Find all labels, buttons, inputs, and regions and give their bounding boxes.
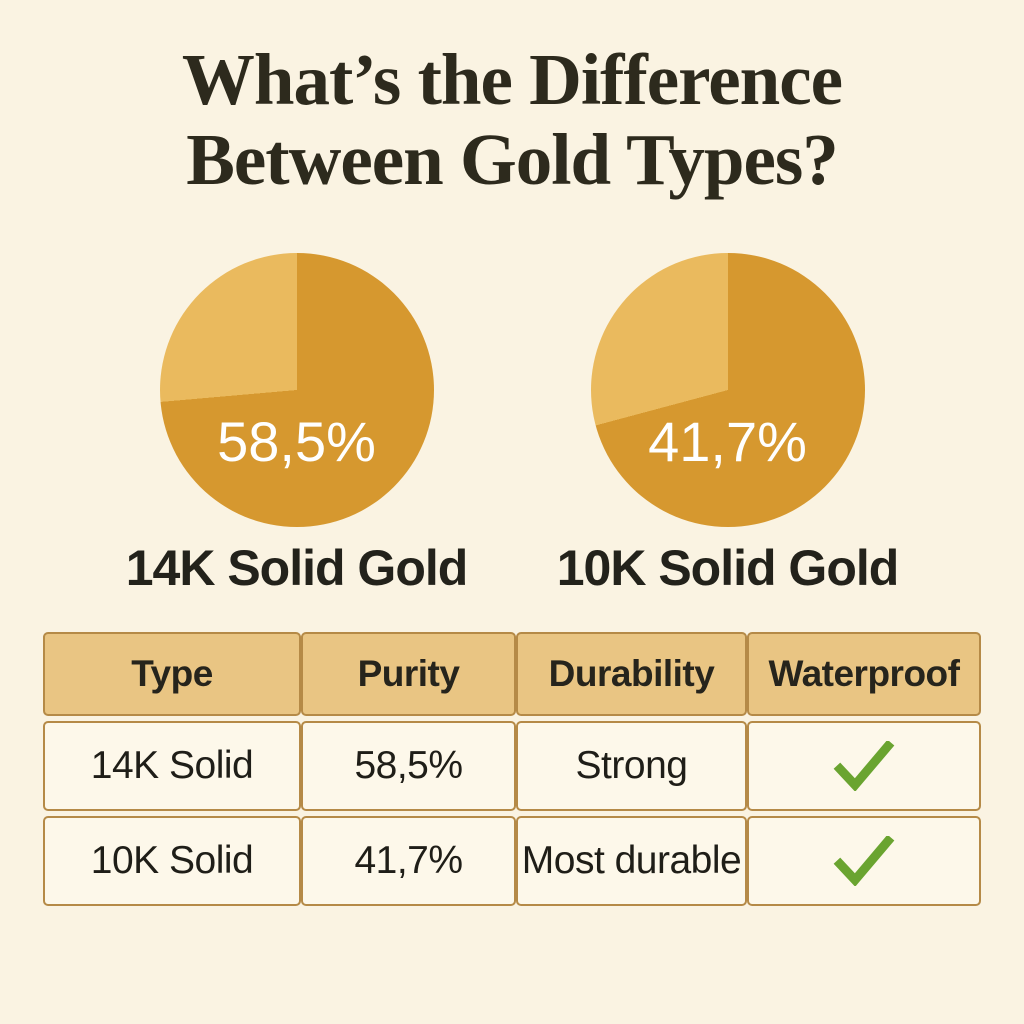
- cell-purity-10k: 41,7%: [301, 815, 516, 906]
- cell-purity-14k: 58,5%: [301, 720, 516, 811]
- cell-type-14k: 14K Solid: [43, 720, 301, 811]
- table-row-14k: 14K Solid 58,5% Strong: [43, 720, 981, 811]
- cell-waterproof-14k: [747, 720, 981, 811]
- header-waterproof: Waterproof: [747, 631, 981, 716]
- page-title: What’s the Difference Between Gold Types…: [0, 0, 1024, 201]
- pie-block-14k: 58,5% 14K Solid Gold: [126, 252, 468, 597]
- checkmark-icon: [833, 740, 895, 791]
- cell-durability-10k: Most durable: [516, 815, 747, 906]
- header-type: Type: [43, 631, 301, 716]
- table-header-row: Type Purity Durability Waterproof: [43, 631, 981, 716]
- pie-value-label-14k: 58,5%: [217, 409, 376, 473]
- header-durability: Durability: [516, 631, 747, 716]
- pie-chart-10k: 41,7%: [590, 252, 865, 527]
- pie-chart-14k: 58,5%: [159, 252, 434, 527]
- pie-charts-row: 58,5% 14K Solid Gold 41,7% 10K Solid Gol…: [0, 252, 1024, 597]
- pie-caption-14k: 14K Solid Gold: [125, 539, 469, 596]
- pie-block-10k: 41,7% 10K Solid Gold: [557, 252, 899, 597]
- header-purity: Purity: [301, 631, 516, 716]
- pie-value-label-10k: 41,7%: [648, 409, 807, 473]
- page-title-line1: What’s the Difference: [181, 39, 843, 120]
- cell-durability-14k: Strong: [516, 720, 747, 811]
- pie-caption-10k: 10K Solid Gold: [556, 539, 900, 596]
- comparison-table: Type Purity Durability Waterproof 14K So…: [43, 627, 981, 911]
- cell-type-10k: 10K Solid: [43, 815, 301, 906]
- cell-waterproof-10k: [747, 815, 981, 906]
- table-row-10k: 10K Solid 41,7% Most durable: [43, 815, 981, 906]
- checkmark-icon: [833, 835, 895, 886]
- page-title-line2: Between Gold Types?: [186, 119, 839, 201]
